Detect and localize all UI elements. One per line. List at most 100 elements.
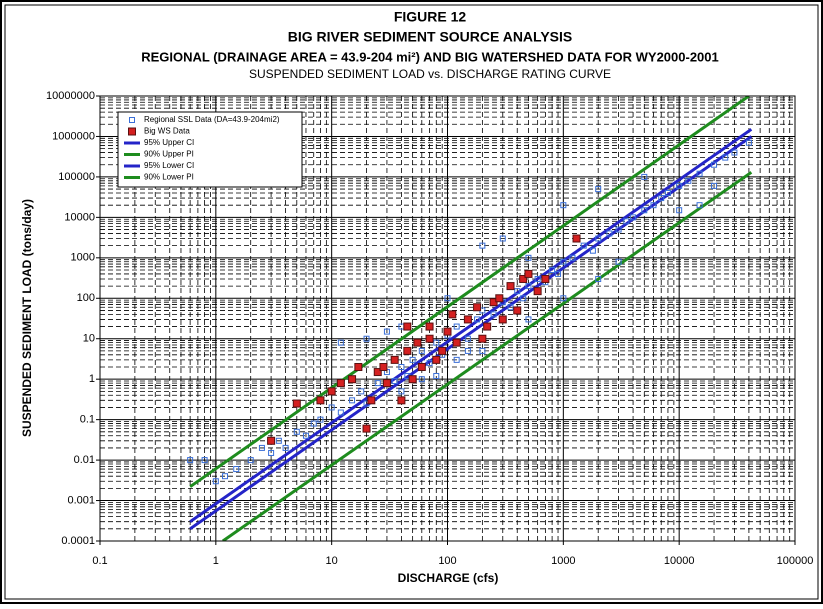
legend-label: Big WS Data (144, 127, 190, 136)
chart-subtitle: REGIONAL (DRAINAGE AREA = 43.9-204 mi²) … (141, 49, 719, 64)
x-tick-label: 0.1 (92, 555, 107, 567)
data-point (524, 269, 533, 278)
data-point (348, 375, 357, 384)
data-point (650, 202, 657, 209)
data-point (363, 335, 370, 342)
data-point (615, 258, 622, 265)
legend-label: 95% Upper CI (144, 138, 194, 147)
data-point (432, 355, 441, 364)
data-point (233, 466, 240, 473)
data-point (438, 346, 447, 355)
data-point (448, 310, 457, 319)
legend: Regional SSL Data (DA=43.9-204mi2) Big WS… (117, 111, 303, 188)
data-point (452, 338, 461, 347)
data-point (473, 303, 482, 312)
data-point (519, 274, 528, 283)
y-tick-label: 0.0001 (61, 535, 95, 547)
x-tick-label: 100000 (777, 555, 814, 567)
data-point (534, 275, 541, 282)
data-point (212, 478, 219, 485)
data-point (569, 254, 576, 261)
data-point (391, 378, 398, 385)
fit-line (189, 128, 753, 523)
fit-line (189, 135, 753, 531)
data-point (433, 372, 440, 379)
y-tick-label: 0.01 (74, 454, 95, 466)
data-point (398, 388, 405, 395)
data-point (201, 457, 208, 464)
legend-label: 90% Lower PI (144, 173, 194, 182)
data-point (337, 409, 344, 416)
data-point (506, 282, 515, 291)
chart-subtitle-2: SUSPENDED SEDIMENT LOAD vs. DISCHARGE RA… (249, 67, 611, 81)
data-point (302, 432, 309, 439)
data-point (479, 242, 486, 249)
data-point (641, 173, 648, 180)
data-point (513, 306, 522, 315)
data-point (382, 379, 391, 388)
data-point (560, 258, 567, 265)
data-point (367, 396, 376, 405)
data-point (247, 457, 254, 464)
data-point (383, 328, 390, 335)
data-point (425, 322, 434, 331)
data-point (293, 428, 300, 435)
y-tick-label: 1000000 (52, 130, 95, 142)
data-point (745, 139, 752, 146)
data-point (403, 322, 412, 331)
data-point (589, 247, 596, 254)
data-point (495, 294, 504, 303)
data-point (374, 380, 381, 387)
data-point (641, 207, 648, 214)
legend-label: 90% Upper PI (144, 150, 194, 159)
data-point (525, 254, 532, 261)
y-tick-label: 100 (77, 292, 95, 304)
data-point (328, 404, 335, 411)
data-point (354, 363, 363, 372)
data-point (541, 274, 550, 283)
data-point (525, 316, 532, 323)
legend-swatch (129, 117, 135, 123)
data-point (606, 230, 613, 237)
data-point (187, 457, 194, 464)
data-point (533, 287, 542, 296)
data-point (275, 437, 282, 444)
data-point (580, 242, 587, 249)
data-point (478, 334, 487, 343)
y-tick-label: 1000 (71, 252, 95, 264)
data-point (453, 323, 460, 330)
y-tick-label: 10 (83, 333, 95, 345)
data-point (362, 424, 371, 433)
data-point (408, 375, 417, 384)
data-point (560, 295, 567, 302)
axis: 0.0001 0.001 0.01 0.1 1 10 100 1000 10000 100000 1… (46, 90, 813, 567)
legend-label: Regional SSL Data (DA=43.9-204mi2) (144, 115, 280, 124)
data-point (282, 444, 289, 451)
data-point (327, 387, 336, 396)
x-tick-label: 100 (438, 555, 456, 567)
data-point (514, 288, 521, 295)
data-point (267, 436, 276, 445)
y-tick-label: 10000 (64, 211, 95, 223)
data-point (426, 360, 433, 367)
y-tick-label: 100000 (58, 171, 95, 183)
data-point (658, 195, 665, 202)
data-point (507, 304, 514, 311)
data-point (595, 186, 602, 193)
data-point (549, 266, 556, 273)
data-point (630, 214, 637, 221)
data-point (258, 444, 265, 451)
data-point (499, 235, 506, 242)
data-point (595, 235, 602, 242)
legend-label: 95% Lower CI (144, 161, 194, 170)
y-tick-label: 0.1 (80, 414, 95, 426)
data-point (731, 149, 738, 156)
data-point (711, 161, 718, 168)
data-point (390, 355, 399, 364)
data-point (418, 376, 425, 383)
data-point (711, 182, 718, 189)
y-tick-label: 10000000 (46, 90, 95, 102)
fit-line (222, 171, 753, 541)
data-point (397, 396, 406, 405)
data-point (222, 473, 229, 480)
